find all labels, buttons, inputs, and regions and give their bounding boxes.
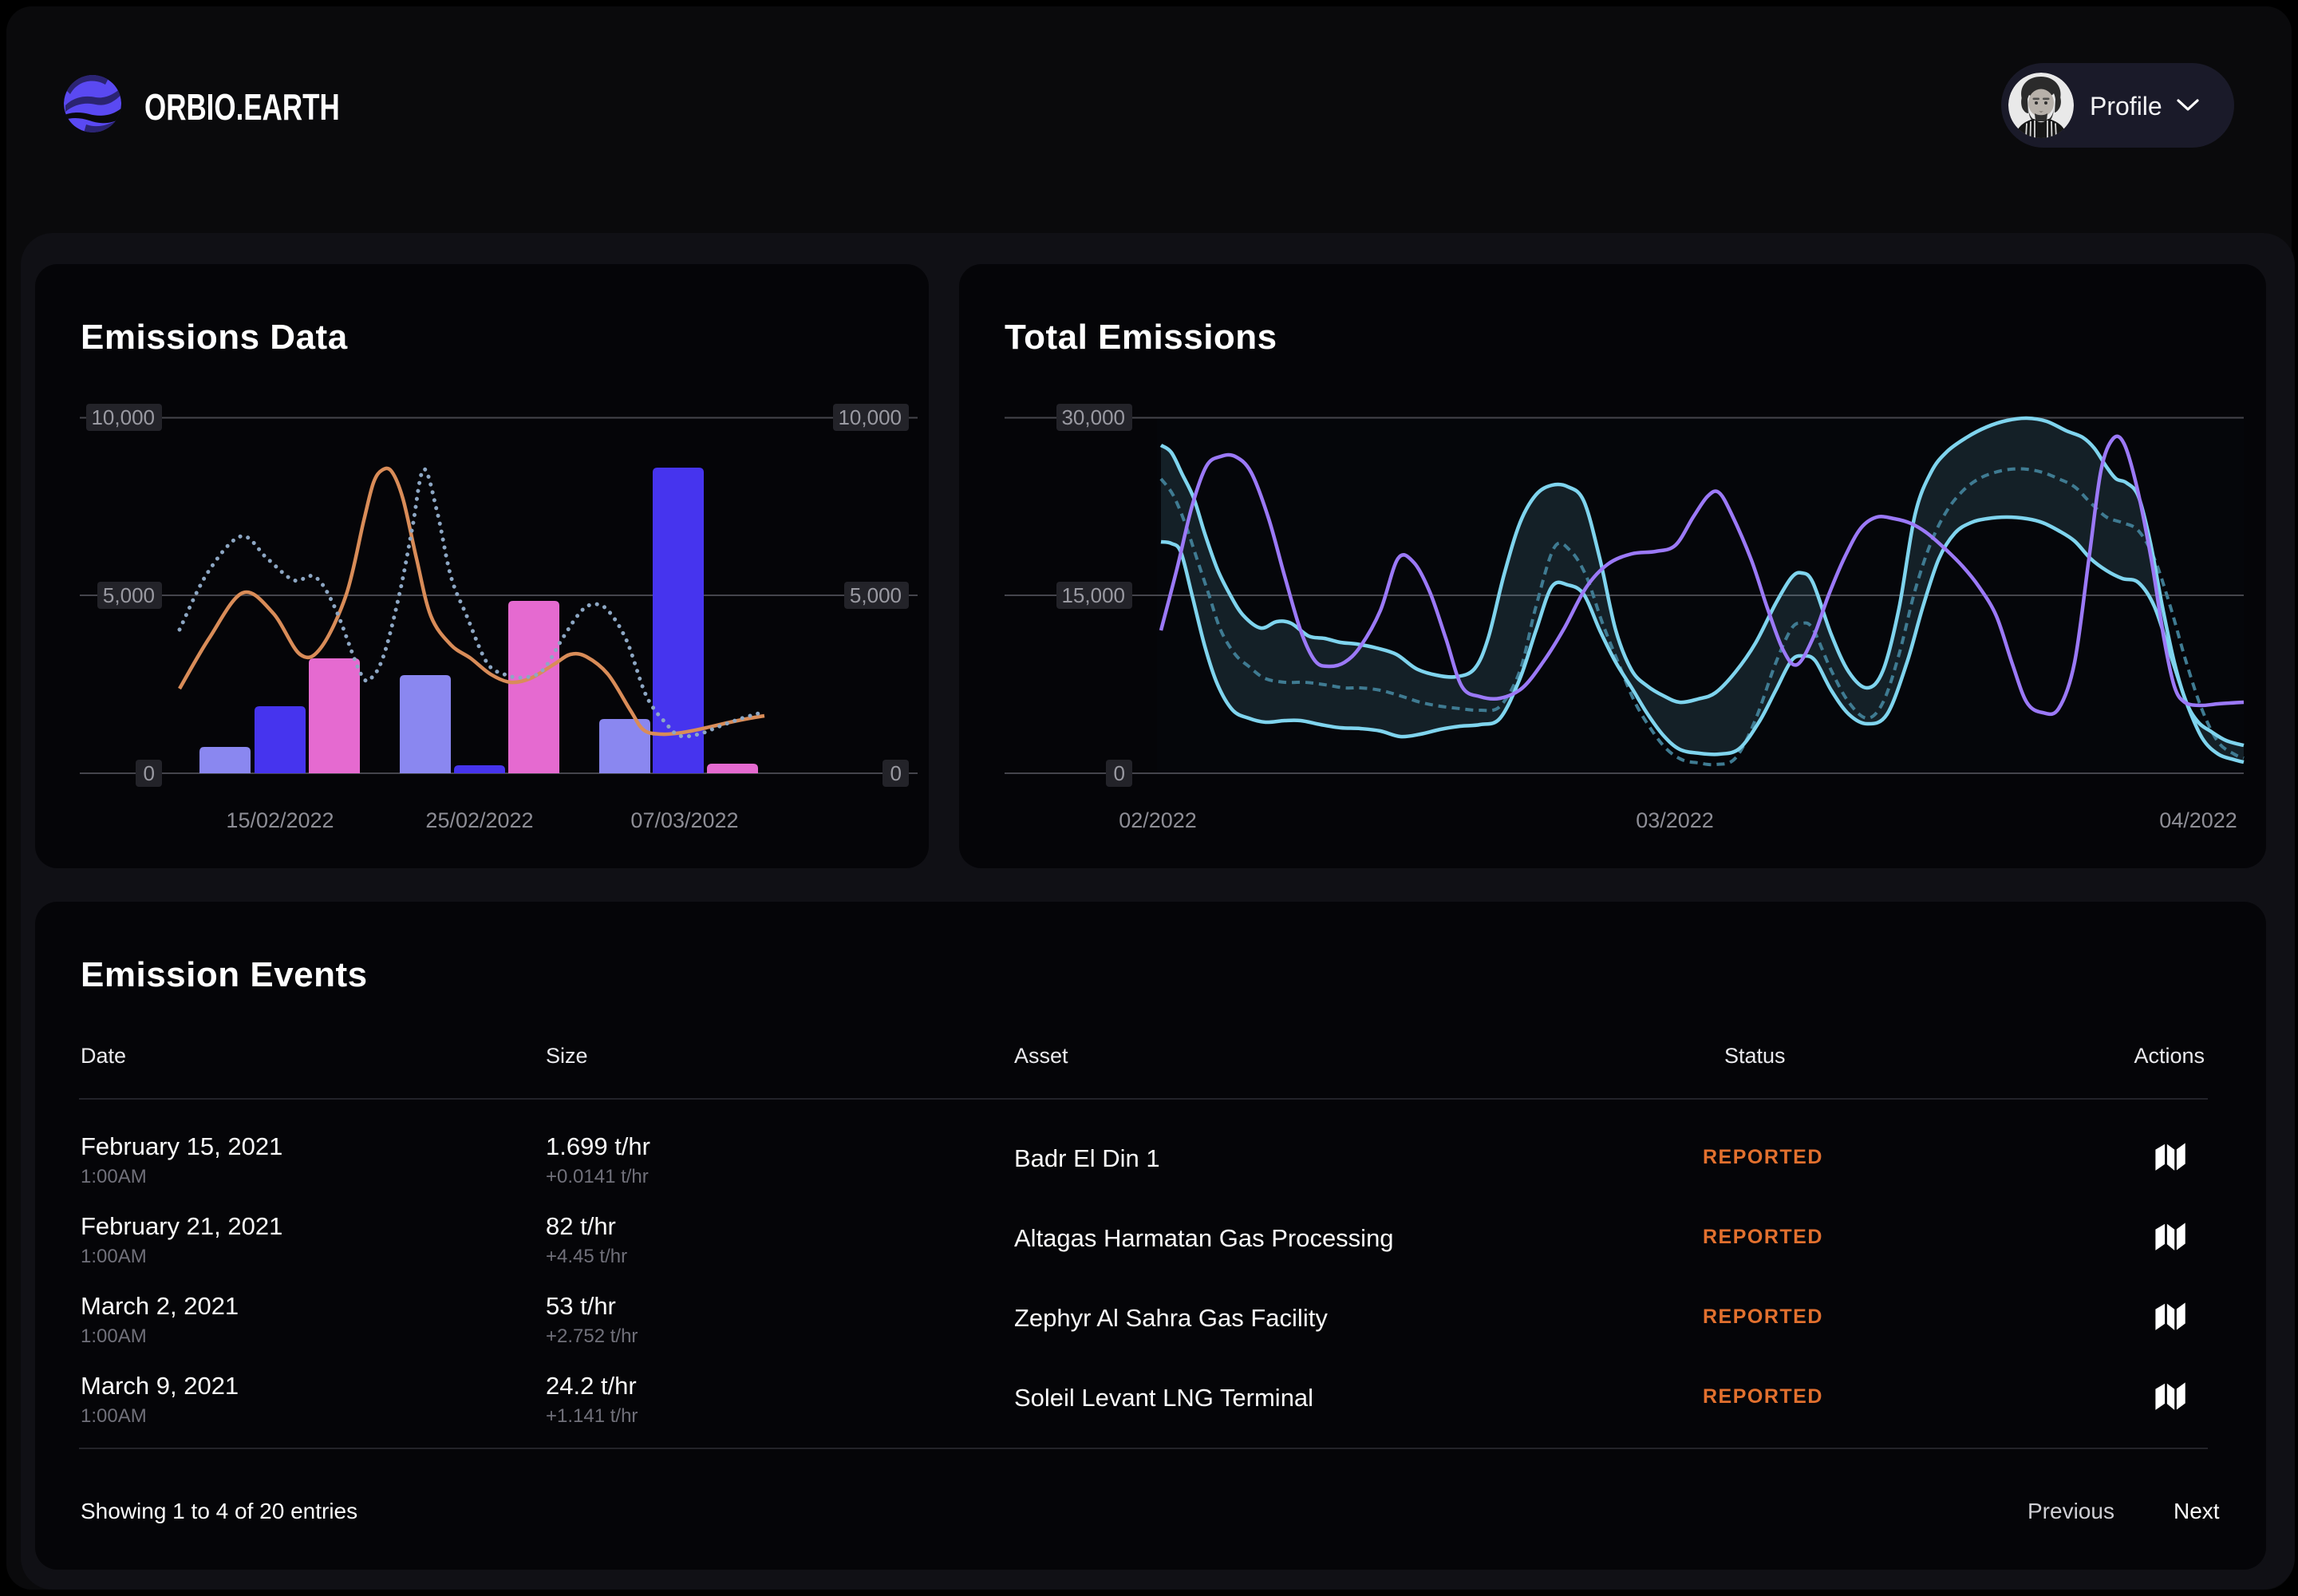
svg-text:04/2022: 04/2022 — [2159, 808, 2237, 832]
svg-text:02/2022: 02/2022 — [1119, 808, 1197, 832]
svg-text:15,000: 15,000 — [1061, 583, 1125, 607]
svg-text:10,000: 10,000 — [838, 405, 902, 429]
svg-text:03/2022: 03/2022 — [1636, 808, 1714, 832]
svg-text:15/02/2022: 15/02/2022 — [226, 808, 334, 832]
svg-text:0: 0 — [1114, 761, 1125, 785]
svg-text:5,000: 5,000 — [103, 583, 155, 607]
svg-text:0: 0 — [144, 761, 155, 785]
svg-text:30,000: 30,000 — [1061, 405, 1125, 429]
svg-text:0: 0 — [890, 761, 902, 785]
svg-text:5,000: 5,000 — [850, 583, 902, 607]
svg-text:07/03/2022: 07/03/2022 — [630, 808, 738, 832]
svg-text:10,000: 10,000 — [91, 405, 155, 429]
svg-text:25/02/2022: 25/02/2022 — [425, 808, 533, 832]
